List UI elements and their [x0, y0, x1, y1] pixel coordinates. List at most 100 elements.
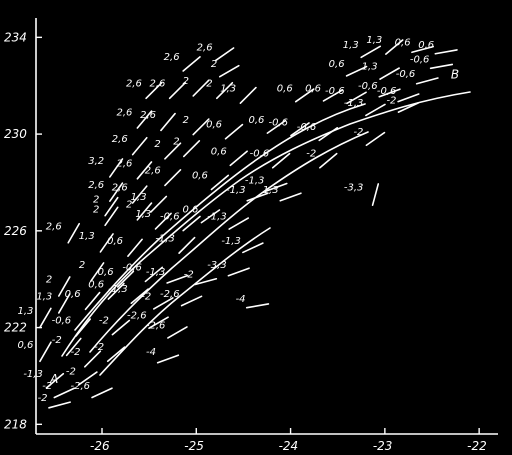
x-tick-label: -24: [279, 439, 299, 453]
mark-value-label: -2: [184, 270, 194, 281]
mark-value-label: -0,6: [396, 69, 416, 80]
mark-value-label: 0,6: [211, 146, 227, 157]
streak-mark: [182, 56, 201, 72]
mark-value-label: 0,6: [98, 267, 114, 278]
mark-value-label: 2,6: [117, 108, 133, 119]
mark-value-label: 2,6: [112, 183, 128, 194]
mark-value-label: -2: [141, 291, 151, 302]
y-tick-label: 234: [4, 30, 27, 44]
mark-value-label: -0,6: [268, 117, 288, 128]
streak-curves: [61, 91, 471, 376]
endpoint-label: B: [451, 67, 459, 81]
streak-mark: [67, 222, 81, 244]
streak-mark: [180, 295, 203, 307]
streak-mark: [318, 126, 339, 142]
mark-value-label: -2: [386, 95, 396, 106]
mark-value-label: -0,6: [52, 316, 72, 327]
streak-mark: [166, 274, 189, 284]
streak-mark: [65, 337, 82, 357]
streak-mark: [57, 293, 71, 314]
streak-mark: [144, 266, 164, 283]
streak-mark: [200, 209, 221, 224]
mark-value-label: 2,6: [145, 166, 161, 177]
streak-mark: [107, 282, 125, 300]
streak-mark: [164, 142, 182, 160]
streak-mark: [319, 152, 338, 169]
streak-mark: [224, 123, 244, 140]
streak-mark: [99, 233, 114, 253]
streak-mark: [360, 45, 382, 59]
mark-value-label: -2: [353, 127, 363, 138]
mark-value-label: -0,6: [297, 122, 317, 133]
mark-value-label: 1,3: [362, 62, 378, 73]
streak-mark: [109, 182, 124, 202]
mark-value-label: 2,6: [88, 180, 104, 191]
streak-mark: [365, 103, 386, 117]
mark-value-label: 1,3: [366, 35, 382, 46]
streak-mark: [242, 242, 264, 254]
streak-mark: [279, 192, 302, 202]
streak-mark: [192, 79, 210, 97]
streak-mark: [130, 288, 149, 305]
mark-value-label: 1,3: [131, 192, 147, 203]
streak-mark: [266, 119, 287, 134]
streak-mark: [194, 277, 218, 286]
mark-value-label: -1,3: [221, 236, 241, 247]
mark-value-label: 0,6: [277, 83, 293, 94]
mark-value-label: -1,3: [207, 212, 227, 223]
mark-value-label: 2,6: [46, 221, 62, 232]
mark-value-label: -1,3: [226, 185, 246, 196]
streak-mark: [154, 212, 172, 230]
streak-mark: [75, 318, 92, 337]
streak-mark: [109, 158, 124, 178]
streak-mark: [116, 270, 135, 288]
streak-curve: [61, 91, 471, 357]
mark-value-label: -3,3: [344, 183, 364, 194]
streak-mark: [83, 350, 102, 368]
streak-mark: [111, 319, 131, 336]
x-tick-label: -26: [90, 439, 110, 453]
mark-value-label: 2: [46, 274, 52, 285]
streak-mark: [178, 236, 196, 254]
mark-value-label: -2,6: [127, 311, 147, 322]
mark-value-label: 0,6: [305, 83, 321, 94]
x-tick-label: -25: [184, 439, 204, 453]
mark-value-label: -2,6: [70, 381, 90, 392]
streak-mark: [397, 93, 420, 103]
mark-value-label: -0,6: [358, 81, 378, 92]
mark-value-label: -0,6: [377, 86, 397, 97]
streak-mark: [131, 185, 148, 204]
mark-value-label: 1,3: [36, 291, 52, 302]
streak-mark: [239, 86, 257, 104]
streak-mark: [215, 81, 234, 100]
mark-value-label: 2,6: [140, 110, 156, 121]
streak-mark: [227, 267, 250, 277]
endpoint-label: A: [49, 372, 58, 386]
mark-value-label: -1,3: [155, 233, 175, 244]
mark-value-label: -4: [236, 294, 246, 305]
y-tick-label: 230: [4, 127, 27, 141]
streak-mark: [415, 77, 439, 85]
streak-mark: [136, 161, 153, 180]
streak-mark: [160, 112, 176, 132]
mark-value-label: 0,6: [107, 236, 123, 247]
streak-mark: [84, 291, 101, 311]
streak-mark: [148, 316, 169, 330]
mark-value-label: 1,3: [79, 231, 95, 242]
mark-value-label: 2,6: [117, 158, 133, 169]
mark-value-label: 2,6: [197, 42, 213, 53]
mark-value-label: 0,6: [18, 340, 34, 351]
mark-value-label: 0,6: [192, 170, 208, 181]
mark-value-label: 0,6: [249, 115, 265, 126]
mark-value-label: 2: [126, 199, 132, 210]
mark-value-label: 0,6: [395, 37, 411, 48]
mark-value-label: 2: [211, 59, 217, 70]
streak-mark: [45, 372, 65, 389]
mark-value-label: 0,6: [88, 279, 104, 290]
streak-mark: [245, 303, 270, 309]
mark-value-label: -2,6: [146, 320, 166, 331]
mark-value-label: 2: [93, 195, 99, 206]
mark-value-label: 2: [93, 204, 99, 215]
streak-mark: [411, 45, 434, 54]
